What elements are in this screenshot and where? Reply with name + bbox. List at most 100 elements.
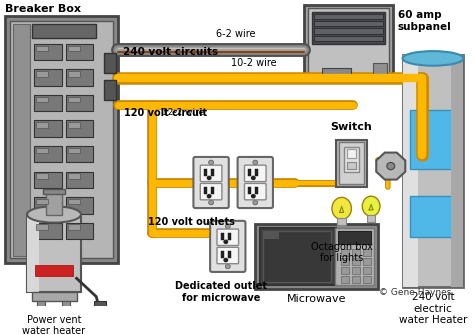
Bar xyxy=(36,265,73,276)
Bar xyxy=(104,80,116,100)
Bar xyxy=(314,28,383,34)
FancyBboxPatch shape xyxy=(201,184,222,200)
Bar xyxy=(37,301,45,310)
Bar xyxy=(34,95,62,111)
Bar xyxy=(34,44,62,60)
Bar xyxy=(322,68,352,78)
Bar xyxy=(36,148,48,153)
Bar xyxy=(373,63,387,76)
Bar xyxy=(410,196,456,237)
Circle shape xyxy=(251,194,256,198)
Bar xyxy=(335,228,374,285)
Bar xyxy=(341,249,349,256)
Bar xyxy=(68,71,80,77)
Text: 60 amp
subpanel: 60 amp subpanel xyxy=(398,10,451,31)
Bar xyxy=(68,224,80,230)
Bar xyxy=(255,187,258,194)
Text: Switch: Switch xyxy=(331,122,373,132)
Bar xyxy=(402,55,418,287)
Bar xyxy=(451,55,464,287)
Bar xyxy=(312,12,385,44)
Bar xyxy=(10,21,113,258)
Bar xyxy=(34,197,62,213)
FancyBboxPatch shape xyxy=(237,157,273,208)
Bar xyxy=(363,258,371,265)
Text: 12-2 wire: 12-2 wire xyxy=(162,108,204,117)
Circle shape xyxy=(225,224,230,228)
Bar xyxy=(339,142,364,184)
Text: Microwave: Microwave xyxy=(287,294,346,304)
Polygon shape xyxy=(376,153,405,180)
Bar xyxy=(228,233,231,240)
Circle shape xyxy=(251,176,256,180)
Bar xyxy=(43,189,65,194)
FancyBboxPatch shape xyxy=(201,165,222,182)
Bar xyxy=(68,122,80,128)
Bar xyxy=(352,276,360,283)
Bar xyxy=(248,169,251,176)
Bar xyxy=(314,36,383,41)
Text: Octagon box
for lights: Octagon box for lights xyxy=(311,242,373,263)
Bar xyxy=(68,148,80,153)
Bar xyxy=(410,110,456,169)
Circle shape xyxy=(223,240,228,244)
Circle shape xyxy=(387,162,395,170)
Bar xyxy=(402,55,464,287)
Bar xyxy=(363,276,371,283)
Bar xyxy=(66,223,93,239)
Bar xyxy=(346,161,356,169)
Bar xyxy=(36,97,48,102)
Text: 6-2 wire: 6-2 wire xyxy=(216,29,255,39)
Ellipse shape xyxy=(362,196,380,216)
Bar xyxy=(314,21,383,26)
Circle shape xyxy=(207,194,211,198)
Bar xyxy=(66,172,93,188)
Bar xyxy=(36,71,48,77)
Bar xyxy=(228,251,231,258)
Bar xyxy=(263,231,331,282)
Bar xyxy=(36,199,48,204)
Bar xyxy=(341,276,349,283)
Circle shape xyxy=(209,160,214,165)
Bar xyxy=(36,174,48,179)
Text: 120 volt outlets: 120 volt outlets xyxy=(148,217,235,227)
Bar xyxy=(248,187,251,194)
FancyBboxPatch shape xyxy=(217,229,238,246)
Bar xyxy=(221,233,224,240)
Bar xyxy=(5,16,118,263)
Bar xyxy=(352,267,360,274)
Circle shape xyxy=(253,160,258,165)
Circle shape xyxy=(253,200,258,205)
Circle shape xyxy=(223,258,228,262)
Bar xyxy=(68,174,80,179)
Bar xyxy=(66,69,93,86)
Text: 240 volt
electric
water Heater: 240 volt electric water Heater xyxy=(399,292,467,325)
Text: Dedicated outlet
for microwave: Dedicated outlet for microwave xyxy=(175,281,267,303)
Bar xyxy=(363,267,371,274)
Bar xyxy=(13,24,30,256)
FancyBboxPatch shape xyxy=(245,184,266,200)
Bar xyxy=(304,5,393,79)
Bar xyxy=(66,95,93,111)
Bar xyxy=(27,214,82,292)
Circle shape xyxy=(209,200,214,205)
Bar xyxy=(336,140,367,187)
Text: © Gene Haynes: © Gene Haynes xyxy=(379,287,452,296)
Bar xyxy=(68,97,80,102)
Bar xyxy=(34,146,62,162)
Circle shape xyxy=(207,176,211,180)
Ellipse shape xyxy=(332,197,351,219)
FancyBboxPatch shape xyxy=(245,165,266,182)
Bar xyxy=(344,147,359,173)
Bar xyxy=(260,228,336,285)
Bar xyxy=(34,172,62,188)
Bar xyxy=(337,218,346,225)
Bar xyxy=(337,231,371,244)
Bar xyxy=(352,258,360,265)
Bar xyxy=(32,292,77,301)
Ellipse shape xyxy=(27,206,81,223)
Bar xyxy=(34,121,62,137)
Bar xyxy=(341,258,349,265)
Circle shape xyxy=(225,264,230,269)
Bar xyxy=(66,197,93,213)
